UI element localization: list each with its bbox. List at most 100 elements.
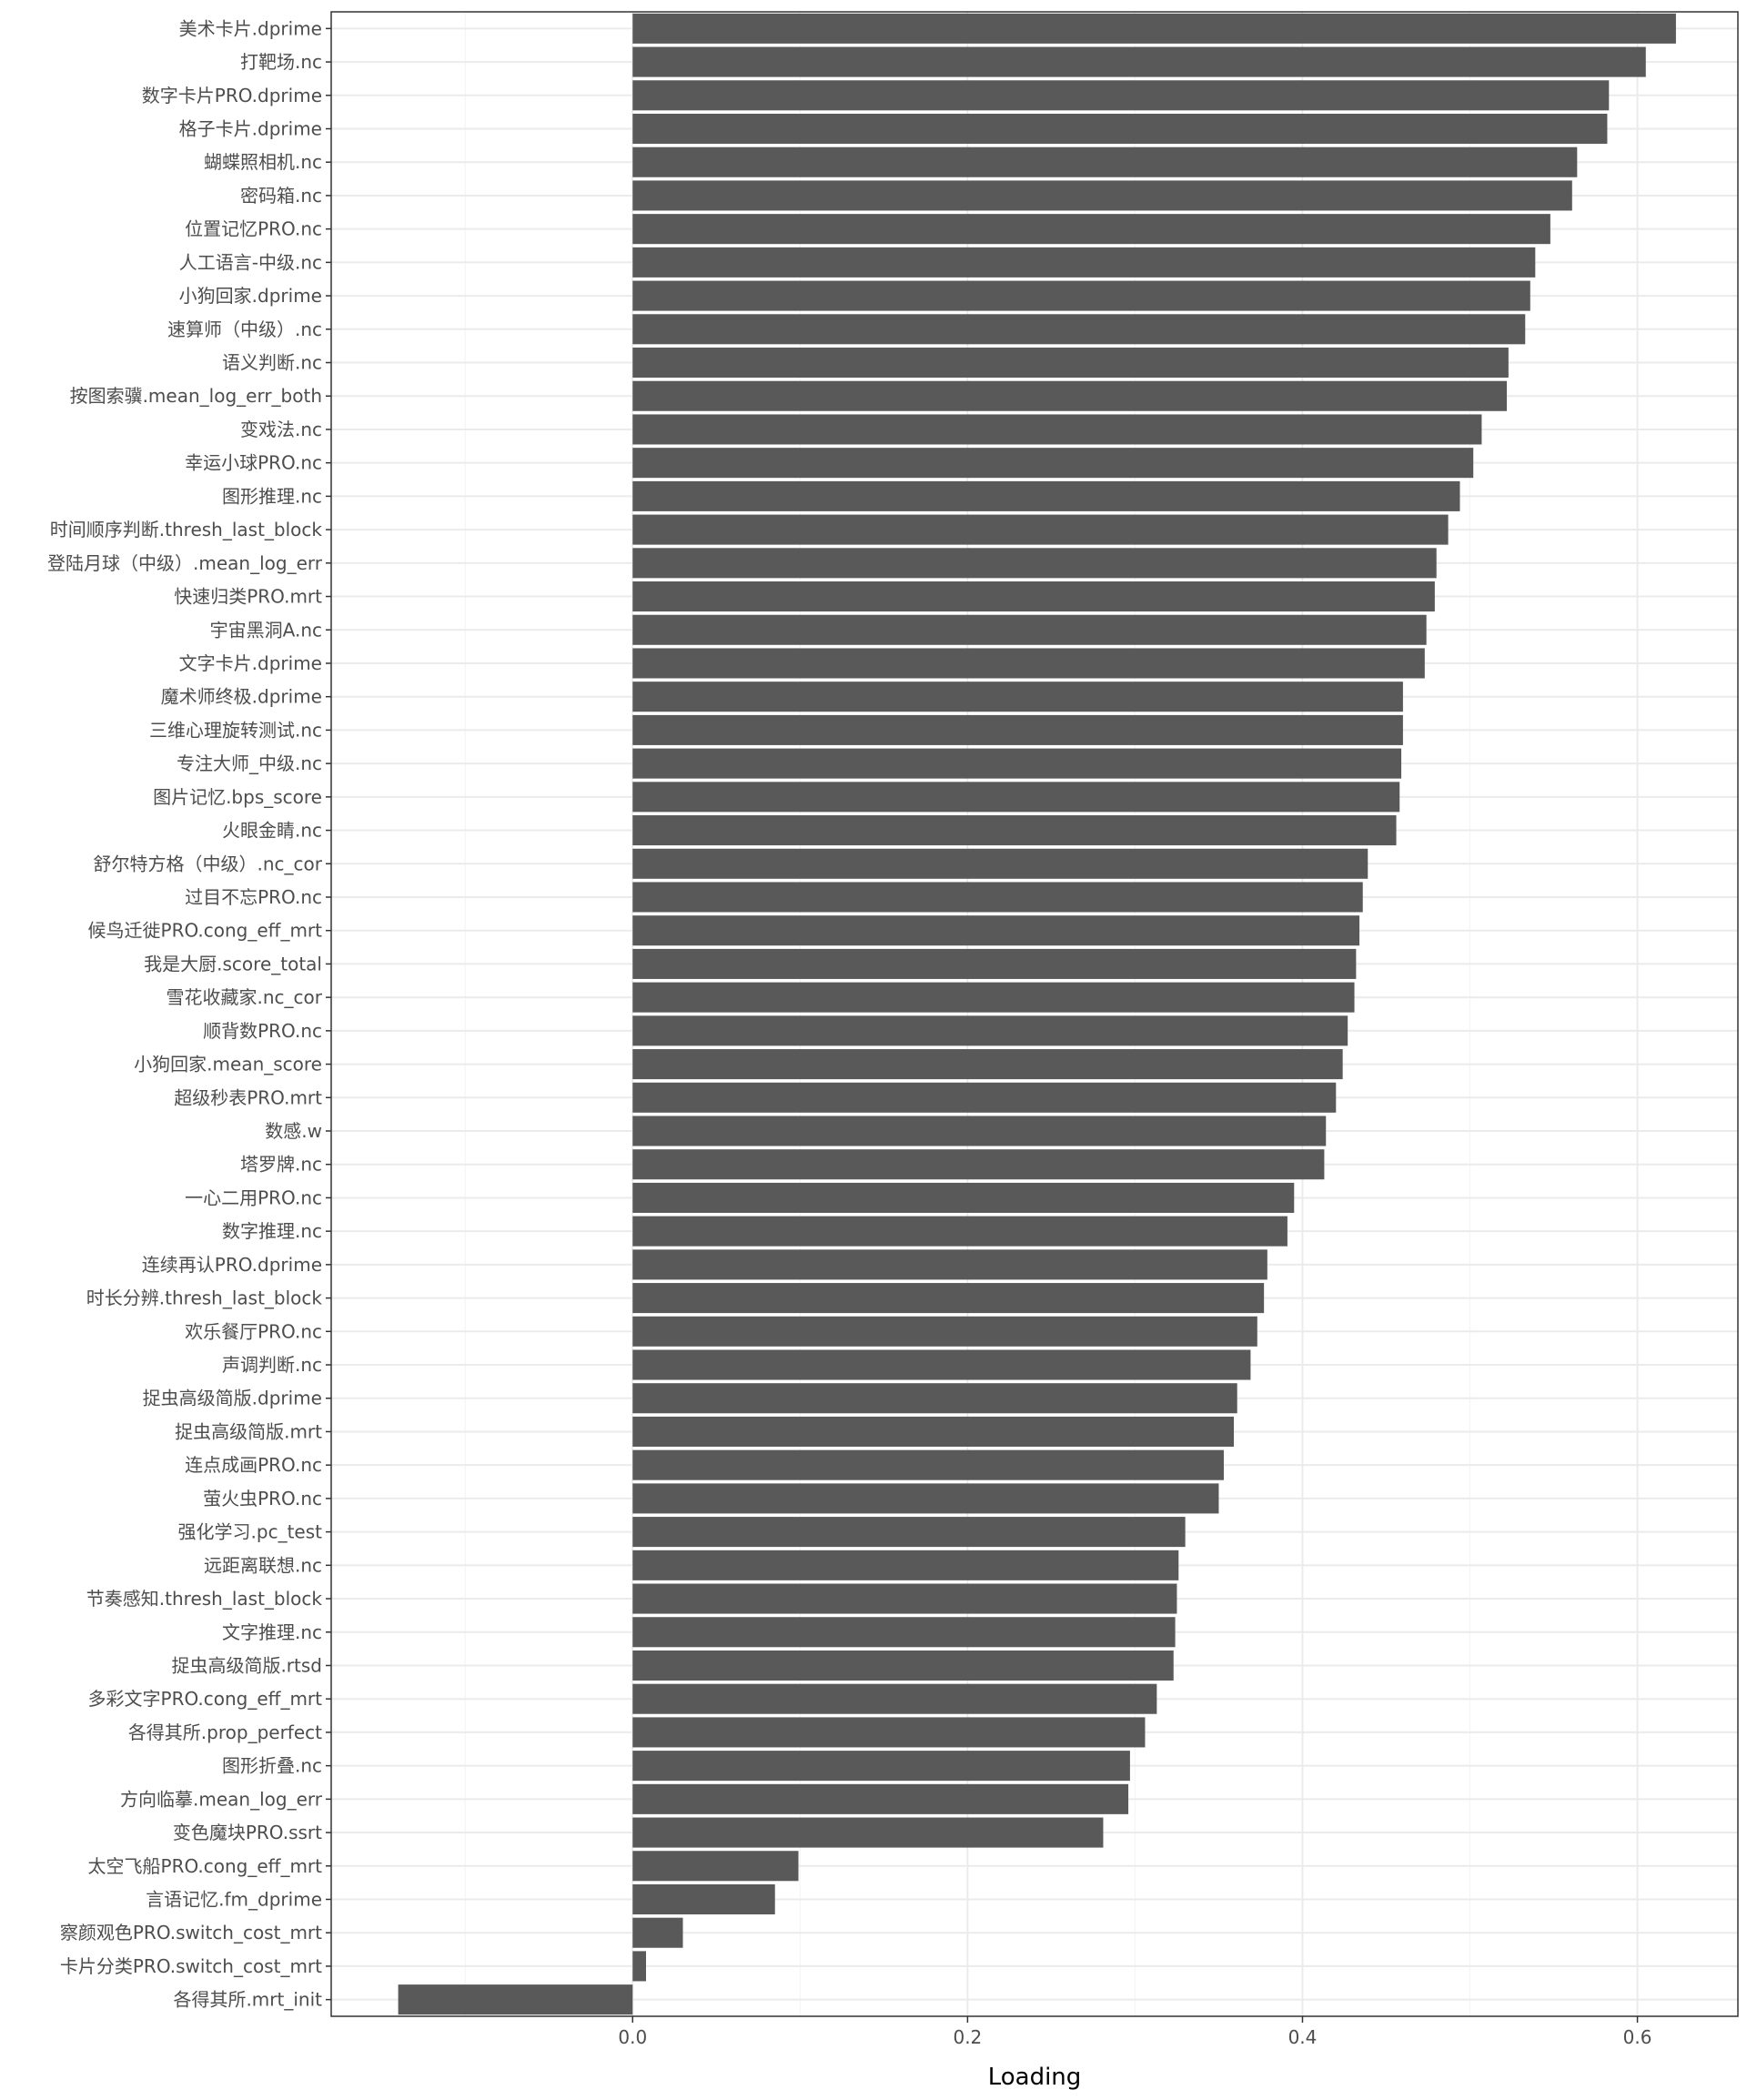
bar bbox=[632, 1383, 1237, 1414]
category-label: 言语记忆.fm_dprime bbox=[146, 1888, 322, 1910]
category-label: 太空飞船PRO.cong_eff_mrt bbox=[88, 1855, 323, 1877]
bar bbox=[632, 1550, 1179, 1580]
bar bbox=[632, 1349, 1251, 1380]
category-label: 连点成画PRO.nc bbox=[185, 1454, 322, 1476]
category-label: 时间顺序判断.thresh_last_block bbox=[50, 519, 323, 540]
bar bbox=[632, 1015, 1348, 1046]
bar bbox=[632, 1049, 1343, 1080]
bar bbox=[632, 1951, 647, 1982]
x-axis-title: Loading bbox=[988, 2064, 1082, 2091]
category-label: 塔罗牌.nc bbox=[240, 1154, 322, 1176]
bar bbox=[632, 380, 1508, 411]
category-label: 远距离联想.nc bbox=[204, 1554, 322, 1576]
category-label: 格子卡片.dprime bbox=[179, 118, 322, 140]
bar bbox=[632, 1917, 683, 1948]
category-label: 速算师（中级）.nc bbox=[167, 318, 322, 340]
category-label: 连续再认PRO.dprime bbox=[142, 1254, 322, 1276]
bar bbox=[632, 247, 1536, 278]
category-label: 欢乐餐厅PRO.nc bbox=[185, 1320, 322, 1342]
category-label: 美术卡片.dprime bbox=[179, 17, 322, 39]
bar bbox=[632, 681, 1403, 712]
category-label: 打靶场.nc bbox=[240, 51, 322, 73]
category-label: 强化学习.pc_test bbox=[178, 1521, 323, 1543]
category-label: 数字卡片PRO.dprime bbox=[142, 85, 322, 106]
category-label: 萤火虫PRO.nc bbox=[203, 1488, 322, 1509]
category-label: 数感.w bbox=[265, 1120, 322, 1142]
category-label: 超级秒表PRO.mrt bbox=[174, 1086, 322, 1108]
bar bbox=[632, 1416, 1235, 1447]
category-label: 小狗回家.mean_score bbox=[134, 1054, 322, 1075]
category-label: 三维心理旋转测试.nc bbox=[149, 719, 322, 741]
category-label: 语义判断.nc bbox=[222, 352, 322, 374]
category-label: 宇宙黑洞A.nc bbox=[210, 619, 322, 641]
bar bbox=[632, 1082, 1337, 1113]
bar bbox=[632, 815, 1397, 846]
bar bbox=[632, 1149, 1325, 1180]
bar bbox=[632, 1717, 1146, 1748]
value-axis-ticks: 0.0 0.2 0.4 0.6 bbox=[326, 27, 1651, 2048]
category-label: 过目不忘PRO.nc bbox=[185, 886, 322, 908]
category-label: 图形推理.nc bbox=[222, 485, 322, 507]
category-label: 变戏法.nc bbox=[240, 419, 322, 440]
bar bbox=[632, 80, 1610, 111]
category-label: 候鸟迁徙PRO.cong_eff_mrt bbox=[88, 920, 323, 942]
bar bbox=[632, 1182, 1295, 1213]
category-label: 位置记忆PRO.nc bbox=[185, 218, 322, 240]
category-label: 幸运小球PRO.nc bbox=[185, 452, 322, 474]
bar bbox=[632, 280, 1530, 311]
tick-label: 0.2 bbox=[953, 2026, 982, 2048]
bar bbox=[632, 1751, 1130, 1782]
bar bbox=[632, 514, 1449, 545]
tick-label: 0.4 bbox=[1288, 2026, 1318, 2048]
bar bbox=[632, 1116, 1327, 1146]
bar bbox=[632, 214, 1550, 245]
category-label: 卡片分类PRO.switch_cost_mrt bbox=[60, 1955, 322, 1977]
category-axis-labels: 美术卡片.dprime 打靶场.nc 数字卡片PRO.dprime 格子卡片.dpri… bbox=[47, 17, 323, 2010]
category-label: 各得其所.mrt_init bbox=[173, 1989, 322, 2011]
bar bbox=[632, 448, 1474, 479]
bar bbox=[632, 146, 1578, 177]
category-label: 捉虫高级简版.rtsd bbox=[171, 1654, 322, 1676]
category-label: 时长分辨.thresh_last_block bbox=[86, 1287, 323, 1309]
category-label: 文字推理.nc bbox=[222, 1621, 322, 1643]
bar bbox=[632, 1650, 1174, 1681]
category-label: 按图索骥.mean_log_err_both bbox=[70, 385, 322, 407]
bar bbox=[632, 648, 1425, 679]
bar bbox=[632, 848, 1368, 879]
category-label: 人工语言-中级.nc bbox=[179, 251, 322, 273]
category-label: 文字卡片.dprime bbox=[179, 652, 322, 674]
bar bbox=[632, 113, 1608, 145]
bar bbox=[632, 948, 1357, 979]
bar bbox=[632, 1817, 1104, 1848]
bar bbox=[632, 915, 1360, 946]
grid-lines bbox=[331, 12, 1738, 2016]
bar bbox=[632, 982, 1355, 1013]
category-label: 图形折叠.nc bbox=[222, 1755, 322, 1777]
bar bbox=[632, 1683, 1157, 1714]
category-label: 舒尔特方格（中级）.nc_cor bbox=[94, 853, 323, 874]
category-label: 我是大厨.score_total bbox=[144, 953, 322, 974]
category-label: 声调判断.nc bbox=[222, 1354, 322, 1376]
category-label: 登陆月球（中级）.mean_log_err bbox=[47, 552, 323, 574]
bar bbox=[632, 1583, 1177, 1614]
bar bbox=[632, 1316, 1257, 1347]
category-label: 数字推理.nc bbox=[222, 1220, 322, 1242]
bar bbox=[632, 1517, 1186, 1548]
bar bbox=[632, 46, 1646, 77]
category-label: 节奏感知.thresh_last_block bbox=[86, 1588, 323, 1610]
category-label: 雪花收藏家.nc_cor bbox=[167, 986, 323, 1008]
bar bbox=[632, 1216, 1288, 1247]
bar bbox=[632, 548, 1437, 579]
bar bbox=[632, 1617, 1176, 1648]
category-label: 方向临摹.mean_log_err bbox=[120, 1788, 323, 1810]
category-label: 图片记忆.bps_score bbox=[153, 786, 322, 808]
category-label: 一心二用PRO.nc bbox=[185, 1186, 322, 1208]
bar bbox=[632, 1449, 1224, 1480]
bar bbox=[632, 1851, 799, 1882]
bar bbox=[632, 1249, 1267, 1280]
bar bbox=[632, 348, 1509, 379]
bar bbox=[632, 13, 1676, 44]
bar bbox=[632, 882, 1363, 913]
